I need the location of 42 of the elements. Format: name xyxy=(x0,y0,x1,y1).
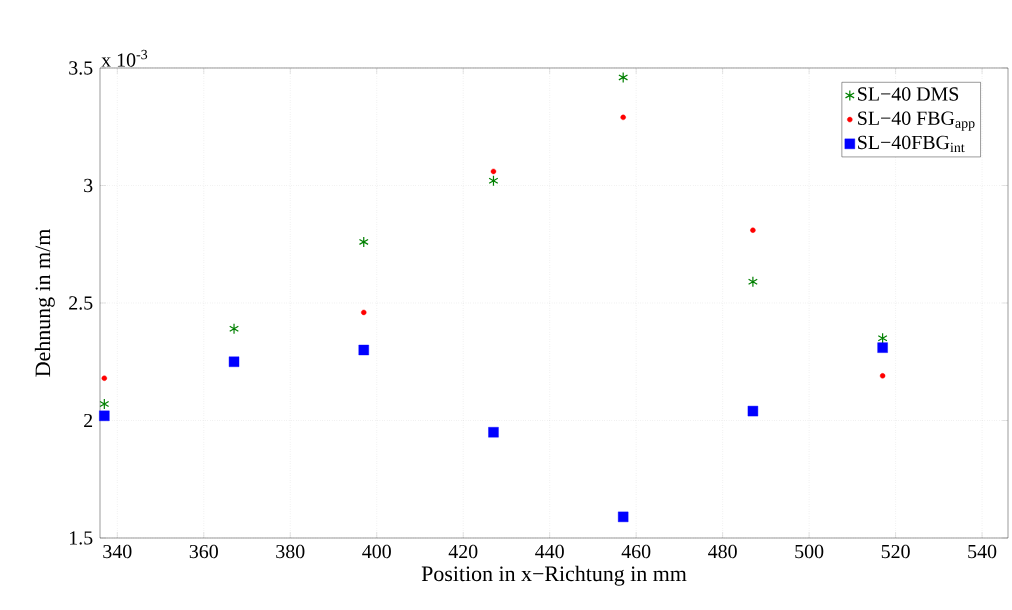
x-tick-label: 500 xyxy=(795,544,824,559)
point xyxy=(877,332,888,344)
x-tick-label: 420 xyxy=(448,544,478,559)
point xyxy=(618,511,629,523)
y-tick-label: 2.5 xyxy=(69,296,93,310)
point xyxy=(747,276,758,288)
point xyxy=(620,114,626,121)
x-tick-label: 360 xyxy=(189,544,218,559)
point xyxy=(747,405,759,417)
point xyxy=(358,236,369,248)
x-tick-label: 540 xyxy=(968,544,997,559)
point xyxy=(618,71,629,83)
point xyxy=(750,227,756,233)
x-tick-label: 460 xyxy=(621,544,651,559)
x-tick-label: 440 xyxy=(535,544,564,559)
point xyxy=(229,323,239,335)
point xyxy=(488,427,499,438)
legend-label: SL−40FBG$_{int}$ xyxy=(858,135,965,153)
y-tick-label: 3.5 xyxy=(69,61,93,75)
point xyxy=(99,398,110,410)
y-axis-title: Dehnung in m/m xyxy=(34,229,55,377)
y-tick-label: 2 xyxy=(84,413,93,428)
legend-label: SL−40 DMS xyxy=(858,87,959,101)
point xyxy=(488,175,499,187)
point xyxy=(358,344,369,356)
point xyxy=(101,375,108,381)
point xyxy=(361,309,367,316)
x-tick-label: 480 xyxy=(708,544,737,559)
y-tick-label: 3 xyxy=(84,178,93,193)
legend-label: SL−40 FBG$_{app}$ xyxy=(858,111,975,131)
point xyxy=(879,373,886,379)
x-tick-label: 520 xyxy=(881,544,910,559)
x-axis-title: Position in x−Richtung in mm xyxy=(421,565,687,586)
point xyxy=(99,410,110,421)
point xyxy=(490,168,497,175)
point xyxy=(228,356,240,367)
y-tick-label: 1.5 xyxy=(70,531,93,545)
text: x 10$^{-3}$ xyxy=(101,49,148,67)
x-tick-label: 400 xyxy=(362,544,391,559)
x-tick-label: 340 xyxy=(103,544,132,559)
x-tick-label: 380 xyxy=(276,544,305,559)
point xyxy=(877,342,888,353)
